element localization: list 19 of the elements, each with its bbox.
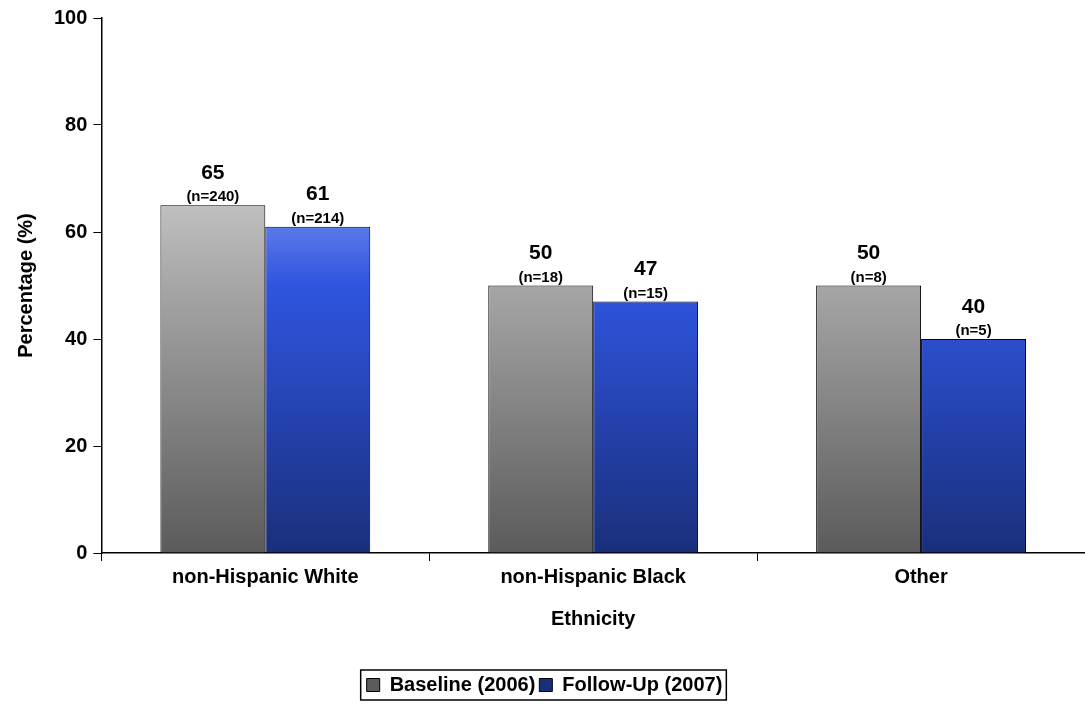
data-label: 50 (n=18) xyxy=(518,240,564,285)
data-label: 50 (n=8) xyxy=(850,240,887,285)
legend-label: Follow-Up (2007) xyxy=(562,672,723,695)
data-label: 61 (n=214) xyxy=(291,181,345,226)
data-label: 65 (n=240) xyxy=(186,160,240,205)
y-tick-label: 40 xyxy=(65,326,88,349)
y-tick-label: 100 xyxy=(53,5,88,28)
data-label: 47 (n=15) xyxy=(623,256,668,301)
y-tick-label: 80 xyxy=(65,112,88,135)
legend-label: Baseline (2006) xyxy=(389,672,536,695)
y-axis-title: Percentage (%) xyxy=(13,213,36,358)
y-tick-label: 0 xyxy=(76,540,88,563)
y-tick-label: 60 xyxy=(65,219,88,242)
x-tick-label: Other xyxy=(894,564,948,587)
x-tick-label: non-Hispanic White xyxy=(171,564,359,587)
y-tick-label: 20 xyxy=(65,433,88,456)
x-tick-label: non-Hispanic Black xyxy=(500,564,687,587)
data-label: 40 (n=5) xyxy=(955,293,992,339)
x-axis-title: Ethnicity xyxy=(550,606,637,629)
